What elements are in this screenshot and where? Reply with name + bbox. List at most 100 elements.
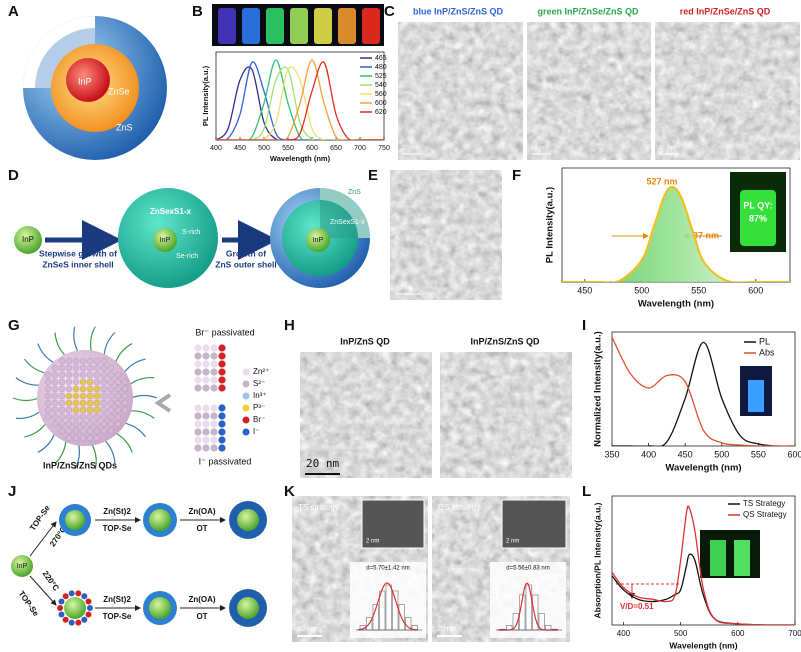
tem-image: [390, 170, 502, 300]
panel-letter: A: [8, 3, 19, 20]
tem-image: [527, 22, 651, 160]
chevron: [154, 393, 172, 413]
atom: [210, 352, 218, 360]
atom: [218, 384, 226, 392]
inset-photo: [700, 530, 760, 578]
panel-letter: K: [284, 483, 295, 500]
line: [216, 61, 384, 140]
y-axis-label: Normalized Intensity(a.u.): [593, 331, 604, 447]
arrow: [29, 575, 57, 606]
legend-label: Zn²⁺: [253, 367, 269, 376]
atom: [86, 364, 94, 372]
atom: [58, 385, 66, 393]
atom: [58, 406, 66, 414]
atom: [210, 344, 218, 352]
ligand-dot: [75, 590, 82, 597]
ligand-dot: [68, 590, 75, 597]
line: [216, 59, 384, 140]
atom: [218, 376, 226, 384]
atom: [86, 378, 94, 386]
atom: [72, 399, 80, 407]
step-label: Growth of: [226, 248, 266, 258]
legend-label: Br⁻: [253, 415, 265, 424]
ligand-dot: [75, 619, 82, 626]
atom: [44, 392, 52, 400]
panel-letter: F: [512, 167, 521, 184]
x-tick-label: 600: [306, 145, 318, 152]
atom: [218, 412, 226, 420]
atom: [107, 385, 115, 393]
atom: [194, 368, 202, 376]
panel-letter: H: [284, 317, 295, 334]
atom: [86, 434, 94, 442]
vial: [710, 540, 726, 576]
vial: [748, 380, 764, 412]
panel-f-annotations: 527 nm 37 nm PL QY: 87%: [612, 172, 786, 252]
hist-bar: [379, 590, 386, 631]
ligand: [103, 332, 116, 357]
inp-core: [306, 228, 330, 252]
atom: [65, 413, 73, 421]
atom: [210, 444, 218, 452]
atom: [79, 371, 87, 379]
atom: [194, 428, 202, 436]
atom: [93, 420, 101, 428]
core: [237, 597, 259, 619]
x-axis-label: Wavelength (nm): [669, 640, 737, 650]
legend-label: 620: [375, 109, 387, 116]
atom: [100, 392, 108, 400]
line: [612, 505, 795, 625]
x-tick-label: 550: [282, 145, 294, 152]
atom: [202, 344, 210, 352]
reagent: TOP-Se: [103, 524, 132, 533]
reagent: TOP-Se: [17, 589, 41, 618]
atom: [65, 399, 73, 407]
label: I⁻ passivated: [199, 456, 252, 466]
atom: [114, 399, 122, 407]
label: S-rich: [182, 229, 200, 236]
x-axis-label: Wavelength (nm): [638, 299, 714, 310]
atom: [107, 399, 115, 407]
tem-image: [398, 22, 523, 160]
legend-label: PL: [759, 336, 770, 346]
ligand: [129, 410, 155, 419]
atom: [79, 385, 87, 393]
hrtem-inset: [501, 499, 567, 549]
x-tick-label: 450: [234, 145, 246, 152]
plot-frame: [611, 331, 796, 447]
ligand: [15, 377, 41, 386]
atom: [107, 413, 115, 421]
atom: [79, 357, 87, 365]
atom: [210, 412, 218, 420]
atom: [194, 344, 202, 352]
cut-face: [320, 188, 370, 238]
vial-glow: [218, 8, 236, 44]
atom: [114, 406, 122, 414]
atom: [79, 392, 87, 400]
scale-label: 20 nm: [437, 626, 457, 633]
ligand: [12, 397, 40, 402]
ligand: [23, 358, 47, 374]
scale-label: 10 nm: [531, 146, 548, 152]
reagent: TOP-Se: [103, 612, 132, 621]
atom: [100, 378, 108, 386]
atom: [100, 371, 108, 379]
atom: [100, 413, 108, 421]
legend-label: QS Strategy: [743, 510, 787, 519]
atom: [107, 427, 115, 435]
atom: [194, 420, 202, 428]
inp-core: [66, 58, 110, 102]
atom: [79, 413, 87, 421]
reagent: Zn(OA): [188, 595, 215, 604]
legend-swatch: [242, 380, 250, 388]
atom: [86, 392, 94, 400]
label: InP: [160, 237, 171, 244]
legend-label: 525: [375, 73, 387, 80]
label: InP: [313, 237, 324, 244]
panel-letter: C: [384, 3, 395, 20]
atom: [100, 427, 108, 435]
atom: [58, 371, 66, 379]
image-title: green InP/ZnSe/ZnS QD: [537, 6, 639, 16]
line: [612, 341, 795, 446]
atom: [65, 434, 73, 442]
